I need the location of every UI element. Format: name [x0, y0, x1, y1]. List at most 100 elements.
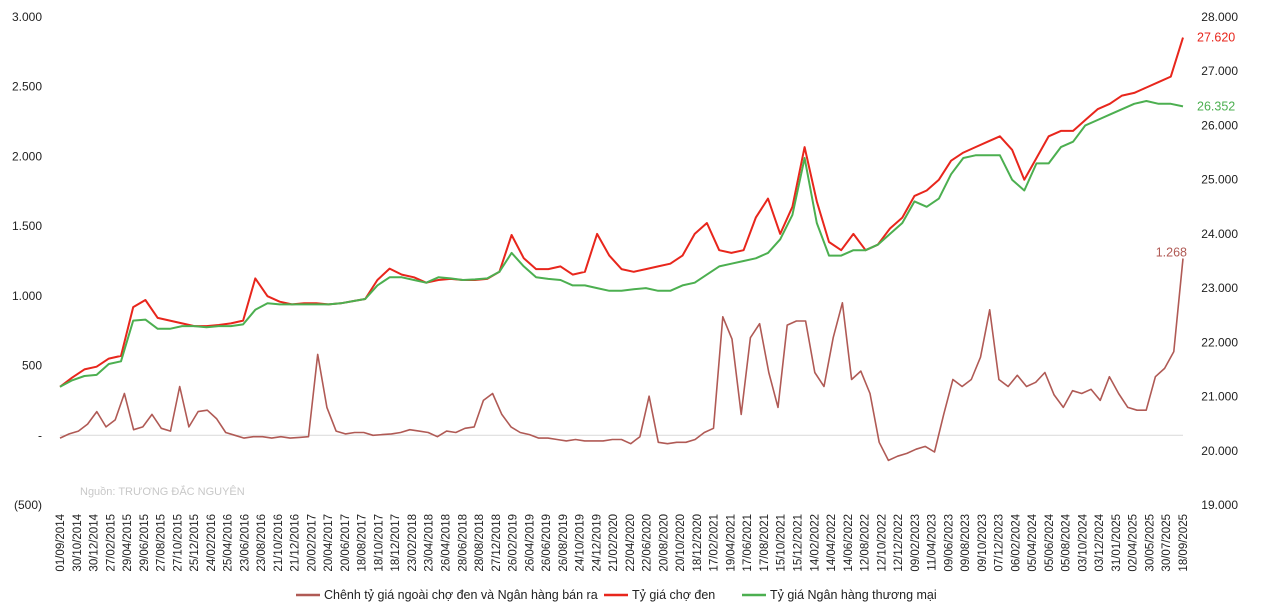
right-tick-label: 27.000 — [1201, 64, 1238, 78]
x-tick-label: 28/06/2018 — [457, 514, 469, 572]
x-tick-label: 26/04/2018 — [441, 514, 453, 572]
series-layer: 1.268 27.620 26.352 — [59, 31, 1235, 462]
x-tick-label: 05/06/2024 — [1044, 513, 1056, 571]
x-tick-label: 25/12/2015 — [189, 514, 201, 572]
left-tick-label: - — [38, 428, 42, 442]
x-tick-label: 07/12/2023 — [994, 514, 1006, 572]
x-tick-label: 18/09/2025 — [1178, 514, 1190, 572]
x-tick-label: 30/12/2014 — [89, 513, 101, 571]
x-tick-label: 20/10/2020 — [675, 514, 687, 572]
x-tick-label: 26/06/2019 — [541, 514, 553, 572]
x-tick-label: 20/06/2017 — [340, 514, 352, 572]
x-tick-label: 03/10/2024 — [1077, 513, 1089, 571]
x-tick-label: 14/02/2022 — [809, 514, 821, 572]
x-tick-label: 15/12/2021 — [792, 514, 804, 572]
x-tick-label: 18/12/2017 — [390, 514, 402, 572]
series-line-1 — [59, 37, 1184, 388]
right-tick-label: 23.000 — [1201, 281, 1238, 295]
x-axis: 01/09/2014 30/10/2014 30/12/2014 27/02/2015… — [55, 513, 1190, 571]
left-tick-label: 1.500 — [12, 219, 42, 233]
x-tick-label: 24/10/2019 — [575, 514, 587, 572]
x-tick-label: 20/04/2017 — [323, 514, 335, 572]
x-tick-label: 05/04/2024 — [1027, 513, 1039, 571]
x-tick-label: 27/12/2018 — [491, 514, 503, 572]
x-tick-label: 05/08/2024 — [1061, 513, 1073, 571]
x-tick-label: 17/02/2021 — [709, 514, 721, 572]
left-tick-label: 500 — [22, 359, 42, 373]
right-tick-label: 20.000 — [1201, 444, 1238, 458]
x-tick-label: 27/02/2015 — [105, 514, 117, 572]
left-y-axis: 3.000 2.500 2.000 1.500 1.000 500 - (500) — [12, 10, 42, 512]
x-tick-label: 21/10/2016 — [273, 514, 285, 572]
right-tick-label: 24.000 — [1201, 227, 1238, 241]
series-end-label: 1.268 — [1156, 245, 1187, 259]
right-y-axis: 28.000 27.000 26.000 25.000 24.000 23.000 22.0… — [1201, 10, 1238, 512]
series-line-2 — [59, 100, 1184, 388]
x-tick-label: 06/02/2024 — [1010, 513, 1022, 571]
right-tick-label: 28.000 — [1201, 10, 1238, 24]
x-tick-label: 09/02/2023 — [910, 514, 922, 572]
x-tick-label: 09/10/2023 — [977, 514, 989, 572]
x-tick-label: 26/02/2019 — [508, 514, 520, 572]
x-tick-label: 14/04/2022 — [826, 514, 838, 572]
x-tick-label: 20/02/2017 — [306, 514, 318, 572]
x-tick-label: 15/10/2021 — [776, 514, 788, 572]
x-tick-label: 09/06/2023 — [943, 514, 955, 572]
source-note: Nguồn: TRƯƠNG ĐẮC NGUYÊN — [80, 485, 245, 498]
x-tick-label: 24/02/2016 — [206, 514, 218, 572]
x-tick-label: 17/06/2021 — [742, 514, 754, 572]
x-tick-label: 29/06/2015 — [139, 514, 151, 572]
right-tick-label: 21.000 — [1201, 390, 1238, 404]
x-tick-label: 24/12/2019 — [591, 514, 603, 572]
x-tick-label: 23/06/2016 — [239, 514, 251, 572]
x-tick-label: 12/08/2022 — [860, 514, 872, 572]
x-tick-label: 30/07/2025 — [1161, 514, 1173, 572]
legend: Chênh tỷ giá ngoài chợ đen và Ngân hàng … — [296, 588, 937, 602]
x-tick-label: 22/06/2020 — [642, 514, 654, 572]
x-tick-label: 27/08/2015 — [156, 514, 168, 572]
x-tick-label: 12/12/2022 — [893, 514, 905, 572]
series-line-0 — [59, 258, 1184, 462]
x-tick-label: 31/01/2025 — [1111, 514, 1123, 572]
x-tick-label: 18/08/2017 — [357, 514, 369, 572]
x-tick-label: 12/10/2022 — [876, 514, 888, 572]
x-tick-label: 20/08/2020 — [658, 514, 670, 572]
x-tick-label: 03/12/2024 — [1094, 513, 1106, 571]
x-tick-label: 21/02/2020 — [608, 514, 620, 572]
left-tick-label: (500) — [14, 498, 42, 512]
x-tick-label: 09/08/2023 — [960, 514, 972, 572]
right-tick-label: 25.000 — [1201, 173, 1238, 187]
x-tick-label: 19/04/2021 — [725, 514, 737, 572]
x-tick-label: 30/10/2014 — [72, 513, 84, 571]
x-tick-label: 02/04/2025 — [1128, 514, 1140, 572]
x-tick-label: 14/06/2022 — [843, 514, 855, 572]
right-tick-label: 22.000 — [1201, 335, 1238, 349]
legend-label: Tỷ giá chợ đen — [632, 588, 715, 602]
x-tick-label: 22/04/2020 — [625, 514, 637, 572]
left-tick-label: 2.000 — [12, 149, 42, 163]
right-tick-label: 26.000 — [1201, 118, 1238, 132]
left-tick-label: 2.500 — [12, 80, 42, 94]
left-tick-label: 3.000 — [12, 10, 42, 24]
x-tick-label: 25/04/2016 — [223, 514, 235, 572]
x-tick-label: 23/08/2016 — [256, 514, 268, 572]
legend-label: Chênh tỷ giá ngoài chợ đen và Ngân hàng … — [324, 588, 598, 602]
x-tick-label: 21/12/2016 — [290, 514, 302, 572]
x-tick-label: 11/04/2023 — [927, 514, 939, 571]
x-tick-label: 30/05/2025 — [1144, 514, 1156, 572]
series-end-label: 26.352 — [1197, 99, 1235, 113]
x-tick-label: 29/04/2015 — [122, 514, 134, 572]
x-tick-label: 26/08/2019 — [558, 514, 570, 572]
series-end-label: 27.620 — [1197, 31, 1235, 45]
left-tick-label: 1.000 — [12, 289, 42, 303]
x-tick-label: 17/08/2021 — [759, 514, 771, 572]
x-tick-label: 27/10/2015 — [172, 514, 184, 572]
x-tick-label: 01/09/2014 — [55, 513, 67, 571]
x-tick-label: 18/10/2017 — [373, 514, 385, 572]
x-tick-label: 28/08/2018 — [474, 514, 486, 572]
x-tick-label: 26/04/2019 — [524, 514, 536, 572]
legend-label: Tỷ giá Ngân hàng thương mại — [770, 588, 937, 602]
right-tick-label: 19.000 — [1201, 498, 1238, 512]
x-tick-label: 23/04/2018 — [424, 514, 436, 572]
